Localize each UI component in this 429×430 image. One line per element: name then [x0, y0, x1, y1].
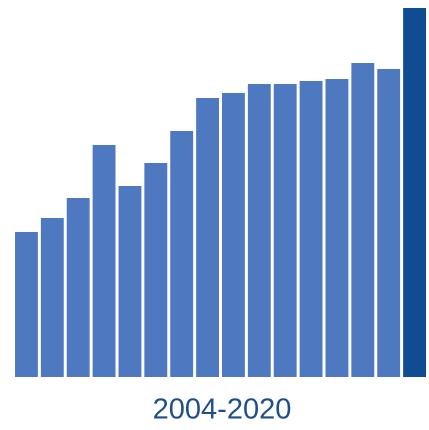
bar: [196, 98, 219, 377]
bar: [66, 198, 90, 377]
bar: [273, 84, 297, 377]
bar: [92, 145, 116, 377]
bar: [377, 69, 401, 377]
bar: [40, 218, 64, 377]
bar: [222, 93, 245, 377]
bar: [118, 186, 142, 377]
bar: [351, 63, 375, 377]
bar: [299, 81, 323, 377]
bar: [170, 131, 194, 377]
bar: [144, 163, 168, 377]
bar: [15, 232, 38, 377]
bar: [325, 79, 349, 377]
bar: [403, 8, 426, 377]
x-axis-label: 2004-2020: [153, 394, 292, 426]
bar: [247, 84, 271, 377]
